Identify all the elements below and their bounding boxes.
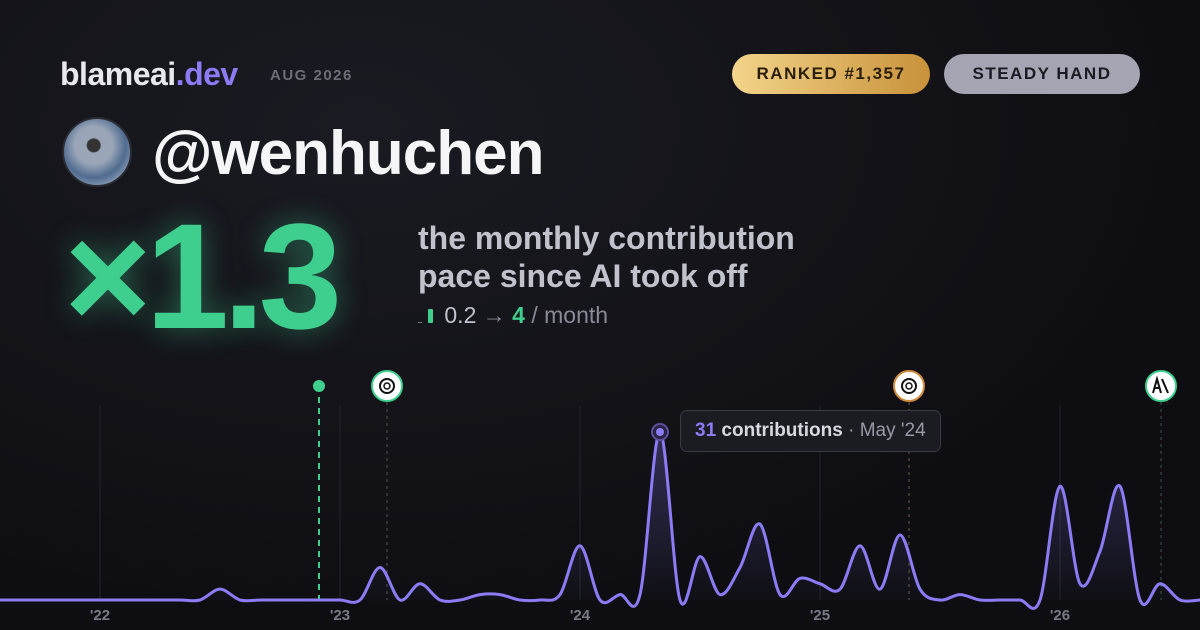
pace-after: 4 bbox=[512, 302, 525, 328]
pace: 0.2 → 4 / month bbox=[418, 302, 608, 329]
brand-tld: .dev bbox=[175, 56, 239, 92]
event-dot bbox=[313, 380, 325, 392]
tooltip-label: contributions bbox=[721, 420, 843, 441]
avatar bbox=[62, 117, 132, 187]
tooltip-sep: · bbox=[848, 420, 855, 441]
pace-before: 0.2 bbox=[444, 302, 477, 328]
pace-icon bbox=[418, 309, 433, 323]
style-badge: STEADY HAND bbox=[944, 54, 1140, 94]
event-icon bbox=[1145, 370, 1177, 402]
area bbox=[0, 431, 1200, 609]
event-icon bbox=[893, 370, 925, 402]
peak-point bbox=[656, 428, 664, 436]
tooltip-value: 31 bbox=[695, 420, 717, 441]
tooltip: 31 contributions · May '24 bbox=[680, 410, 941, 452]
arrow: → bbox=[482, 302, 506, 328]
x-tick-label: '24 bbox=[570, 607, 591, 624]
tooltip-date: May '24 bbox=[859, 420, 926, 441]
x-tick-label: '26 bbox=[1050, 607, 1070, 624]
username: @wenhuchen bbox=[152, 119, 544, 188]
line bbox=[0, 430, 1200, 610]
rank-badge: RANKED #1,357 bbox=[732, 54, 930, 94]
pace-unit: / month bbox=[531, 302, 609, 328]
multiplier: ×1.3 bbox=[64, 192, 342, 360]
event-icon bbox=[371, 370, 403, 402]
date: AUG 2026 bbox=[270, 67, 353, 84]
x-tick-label: '22 bbox=[90, 607, 110, 624]
headline-line: pace since AI took off bbox=[418, 258, 748, 294]
headline-line: the monthly contribution bbox=[418, 220, 795, 256]
brand: blameai.dev bbox=[60, 56, 238, 93]
brand-name: blameai bbox=[60, 56, 176, 92]
x-tick-label: '23 bbox=[330, 607, 350, 624]
x-tick-label: '25 bbox=[810, 607, 830, 624]
